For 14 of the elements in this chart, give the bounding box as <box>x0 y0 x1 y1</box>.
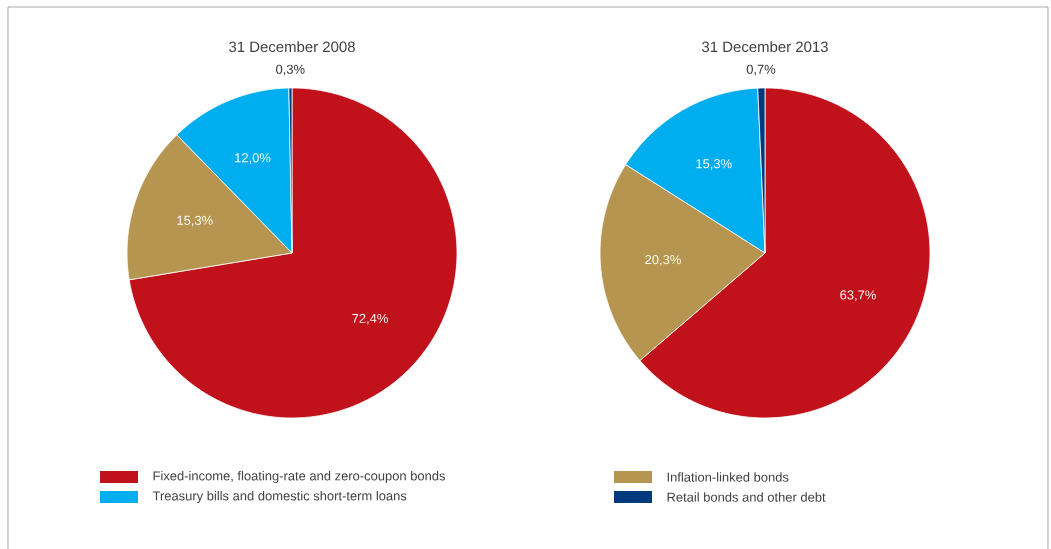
chart-title: 31 December 2008 <box>229 41 355 53</box>
data-label: 63,7% <box>840 290 876 302</box>
legend-label: Retail bonds and other debt <box>667 492 826 502</box>
data-label: 72,4% <box>352 313 388 325</box>
data-label: 20,3% <box>645 255 681 266</box>
data-label: 15,3% <box>696 159 732 170</box>
chart-title: 31 December 2013 <box>702 41 828 53</box>
legend-label: Inflation-linked bonds <box>667 472 789 482</box>
legend-label: Fixed-income, floating-rate and zero-coupon bonds <box>153 470 446 484</box>
data-label: 0,7% <box>746 64 776 76</box>
legend-label: Treasury bills and domestic short-term loans <box>152 490 407 504</box>
data-label: 15,3% <box>177 215 213 227</box>
data-label: 12,0% <box>235 153 271 164</box>
data-label: 0,3% <box>276 64 305 76</box>
